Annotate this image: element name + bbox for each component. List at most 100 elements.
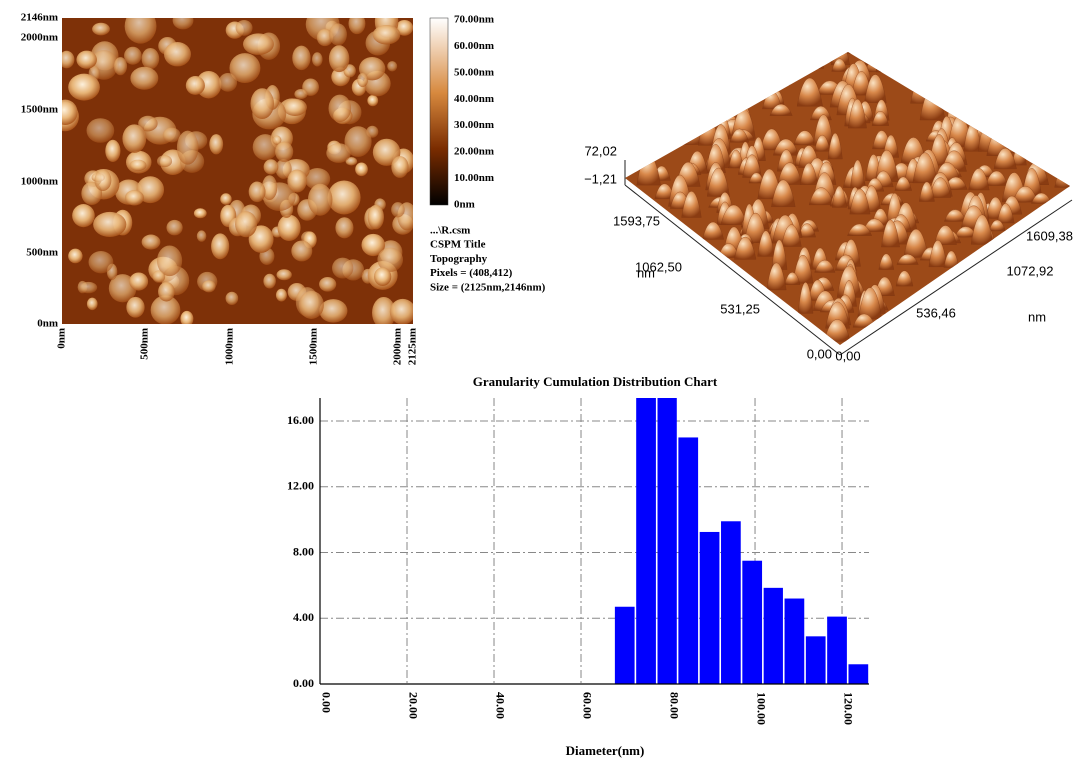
- x-tick-label: 0nm: [56, 328, 68, 349]
- y-tick-label: 1593,75: [613, 213, 660, 228]
- colorbar-label: 60.00nm: [454, 40, 494, 52]
- y-tick-label: 0.00: [293, 676, 314, 690]
- bar: [678, 437, 698, 684]
- figure: Granularity Cumulation Distribution Char…: [0, 0, 1073, 762]
- peak: [879, 49, 902, 60]
- grain: [125, 190, 144, 205]
- chart-panel: [268, 370, 873, 762]
- peak: [1025, 146, 1043, 159]
- grain: [367, 95, 378, 106]
- peak: [876, 47, 890, 72]
- y-tick-label: 531,25: [720, 301, 760, 316]
- peak: [974, 113, 997, 126]
- grain: [186, 76, 205, 95]
- x-tick-label: 500nm: [139, 328, 151, 360]
- peak: [938, 76, 955, 92]
- grain: [93, 212, 126, 237]
- peak: [865, 56, 891, 72]
- grain: [130, 160, 147, 171]
- x-tick-label: 120.00: [841, 692, 855, 725]
- peak: [814, 29, 829, 47]
- grain: [291, 241, 312, 262]
- info-line: Size = (2125nm,2146nm): [430, 281, 546, 293]
- peak: [889, 59, 911, 73]
- colorbar-label: 30.00nm: [454, 119, 494, 131]
- colorbar-label: 70.00nm: [454, 14, 494, 26]
- bar: [658, 398, 677, 684]
- y-tick-label: 0,00: [807, 346, 832, 361]
- x-axis-title: Diameter(nm): [566, 743, 645, 758]
- grain: [105, 140, 120, 162]
- grain: [292, 46, 310, 70]
- bar: [806, 636, 826, 684]
- peak: [989, 119, 1004, 133]
- grain: [263, 274, 275, 289]
- grain: [194, 208, 207, 218]
- colorbar-label: 10.00nm: [454, 172, 494, 184]
- grain: [126, 297, 144, 318]
- grain: [220, 193, 231, 205]
- grain: [59, 51, 75, 69]
- grain: [173, 11, 194, 29]
- x-tick-label: 40.00: [493, 692, 507, 719]
- grain: [391, 156, 408, 178]
- y-tick-label: 12.00: [287, 479, 314, 493]
- grain: [368, 205, 384, 230]
- grain: [328, 180, 361, 214]
- peak: [1055, 166, 1073, 188]
- grain: [122, 124, 146, 153]
- grain: [68, 249, 82, 264]
- grain: [243, 33, 274, 55]
- peak: [858, 39, 880, 52]
- grain: [164, 42, 191, 66]
- colorbar-label: 40.00nm: [454, 93, 494, 105]
- bar: [721, 521, 741, 684]
- grain: [94, 169, 111, 191]
- grain: [308, 184, 333, 216]
- peak: [848, 20, 872, 33]
- y-tick-label: 1000nm: [21, 176, 58, 188]
- peak: [885, 22, 904, 51]
- grain: [163, 128, 181, 143]
- grain: [329, 23, 347, 45]
- grain: [158, 282, 175, 302]
- grain: [236, 20, 253, 36]
- x-axis-title: nm: [1028, 309, 1046, 324]
- x-tick-label: 1000nm: [224, 328, 236, 365]
- grain: [209, 134, 223, 154]
- page: {"afm_image": { "y_labels": ["2146nm", "…: [0, 0, 1073, 762]
- chart-title: Granularity Cumulation Distribution Char…: [473, 374, 718, 389]
- grain: [89, 251, 114, 273]
- bar: [827, 617, 847, 684]
- grain: [390, 299, 416, 325]
- grain: [312, 52, 323, 66]
- grain: [87, 298, 98, 310]
- grain: [180, 311, 193, 327]
- info-line: CSPM Title: [430, 239, 486, 251]
- peak: [896, 55, 921, 79]
- grain: [202, 280, 215, 292]
- y-tick-label: 0nm: [37, 318, 58, 330]
- x-tick-label: 1500nm: [308, 328, 320, 365]
- z-tick-label: −1,21: [584, 171, 617, 186]
- x-tick-label: 1072,92: [1007, 263, 1054, 278]
- grain: [142, 235, 161, 250]
- grain: [294, 89, 307, 99]
- peak: [890, 56, 906, 70]
- y-tick-label: 8.00: [293, 544, 314, 558]
- z-tick-label: 72,02: [584, 143, 617, 158]
- grain: [211, 233, 229, 259]
- grain: [335, 217, 353, 238]
- grain: [235, 211, 257, 237]
- y-axis-title: nm: [637, 265, 655, 280]
- grain: [152, 270, 165, 282]
- grain: [276, 289, 287, 302]
- grain: [129, 272, 148, 290]
- peak: [927, 78, 947, 95]
- grain: [250, 88, 274, 119]
- grain: [277, 269, 292, 280]
- x-tick-label: 80.00: [667, 692, 681, 719]
- grain: [226, 292, 239, 305]
- grain: [264, 159, 279, 174]
- bar: [848, 664, 868, 684]
